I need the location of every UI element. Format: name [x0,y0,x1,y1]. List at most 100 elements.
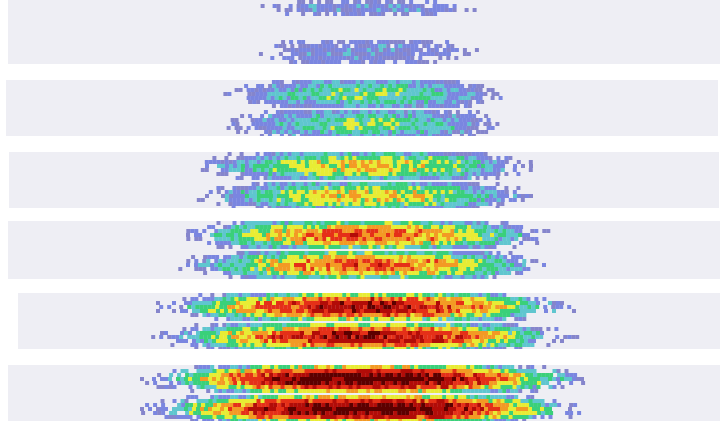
heatmap-cell [329,373,334,377]
heatmap-cell [339,241,344,245]
heatmap-cell [512,339,516,343]
heatmap-cell [500,369,505,373]
heatmap-cell [392,221,397,225]
heatmap-cell [303,255,308,259]
heatmap-cell [299,152,304,156]
heatmap-cell [462,347,467,349]
heatmap-cell [345,194,349,198]
heatmap-cell [276,172,281,176]
heatmap-cell [482,267,487,271]
heatmap-cell [320,172,325,176]
heatmap-cell [282,267,287,271]
heatmap-cell [432,221,437,225]
heatmap-cell [480,245,485,249]
heatmap-cell [401,194,405,198]
heatmap-cell [402,365,407,369]
heatmap-cell [260,331,264,335]
heatmap-cell [268,114,273,118]
heatmap-cell [226,297,231,301]
heatmap-cell [367,182,372,186]
heatmap-cell [471,92,476,96]
heatmap-cell [444,8,449,12]
heatmap-cell [430,365,435,369]
heatmap-cell [371,335,376,339]
heatmap-cell [369,381,374,385]
heatmap-cell [425,12,430,16]
heatmap-cell [462,297,467,301]
heatmap-cell [466,259,471,263]
heatmap-cell [302,267,307,271]
heatmap-cell [470,88,475,92]
heatmap-cell [424,114,429,118]
heatmap-cell [472,301,476,305]
heatmap-cell [445,40,450,44]
heatmap-cell [309,381,314,385]
heatmap-cell [424,339,428,343]
heatmap-cell [442,365,447,369]
heatmap-cell [394,297,399,301]
heatmap-cell [276,190,281,194]
heatmap-cell [434,237,439,241]
heatmap-cell [222,259,227,263]
heatmap-cell [240,202,245,206]
heatmap-cell [286,263,290,267]
heatmap-cell [330,96,335,100]
heatmap-cell [420,339,424,343]
heatmap-cell [316,251,321,255]
heatmap-cell [186,237,191,241]
heatmap-cell [320,4,325,8]
heatmap-cell [407,271,412,275]
heatmap-cell [180,309,184,313]
heatmap-cell [435,122,440,126]
heatmap-cell [275,176,280,180]
heatmap-cell [384,172,389,176]
heatmap-cell [334,263,338,267]
heatmap-cell [402,52,407,56]
heatmap-cell [425,381,430,385]
heatmap-cell [256,168,261,172]
heatmap-cell [408,186,413,190]
heatmap-cell [444,339,448,343]
heatmap-cell [501,164,505,168]
heatmap-cell [248,245,253,249]
heatmap-cell [309,164,313,168]
heatmap-cell [546,343,551,347]
heatmap-cell [228,331,232,335]
heatmap-cell [355,271,360,275]
heatmap-cell [443,225,448,229]
heatmap-cell [466,88,471,92]
heatmap-cell [237,164,241,168]
heatmap-cell [261,164,265,168]
heatmap-cell [286,323,291,327]
heatmap-cell [320,114,325,118]
heatmap-cell [444,114,449,118]
heatmap-cell [379,152,384,156]
heatmap-cell [448,275,453,279]
heatmap-cell [225,381,230,385]
heatmap-cell [286,229,291,233]
heatmap-cell [378,343,383,347]
heatmap-cell [462,293,467,297]
heatmap-cell [529,381,534,385]
heatmap-cell [470,347,475,349]
heatmap-cell [239,305,244,309]
heatmap-cell [422,52,427,56]
heatmap-cell [368,245,373,249]
heatmap-cell [287,104,292,108]
heatmap-cell [298,327,303,331]
heatmap-cell [194,327,199,331]
heatmap-cell [303,206,308,208]
heatmap-cell [376,385,381,389]
heatmap-cell [252,377,256,381]
heatmap-cell [251,271,256,275]
heatmap-cell [301,381,306,385]
heatmap-cell [434,118,439,122]
heatmap-cell [374,313,379,317]
heatmap-cell [408,8,413,12]
heatmap-cell [410,52,415,56]
heatmap-cell [232,385,237,389]
heatmap-cell [522,233,526,237]
heatmap-cell [368,385,373,389]
heatmap-cell [510,233,514,237]
heatmap-cell [458,88,463,92]
